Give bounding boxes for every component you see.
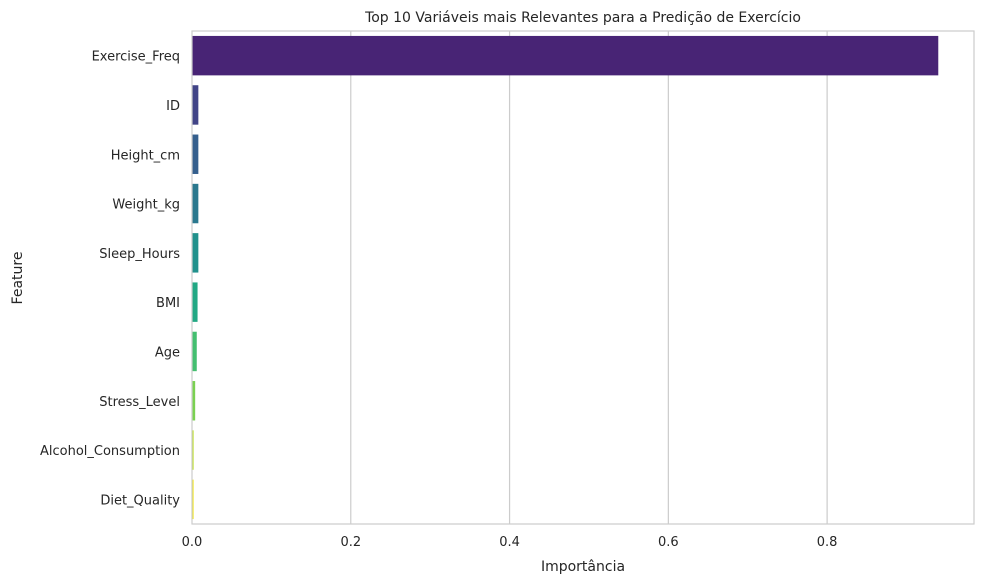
- chart-title: Top 10 Variáveis mais Relevantes para a …: [364, 10, 801, 26]
- bar: [192, 331, 197, 372]
- plot-frame: [191, 30, 975, 525]
- y-tick-labels: Exercise_Freq ID Height_cm Weight_kg Sleep_H…: [40, 50, 180, 509]
- bar: [192, 430, 194, 470]
- bars: [192, 35, 939, 520]
- y-tick-label: Weight_kg: [112, 198, 180, 213]
- y-tick-label: Sleep_Hours: [99, 247, 180, 262]
- bar: [192, 282, 198, 322]
- y-tick-label: Height_cm: [111, 148, 180, 163]
- y-tick-label: Diet_Quality: [100, 493, 180, 508]
- bar: [192, 183, 199, 224]
- x-tick-label: 0.2: [340, 535, 361, 550]
- x-tick-label: 0.8: [817, 535, 838, 550]
- grid-lines: [350, 31, 828, 524]
- bar: [192, 35, 939, 76]
- x-tick-labels: 0.0 0.2 0.4 0.6 0.8: [182, 535, 838, 550]
- y-tick-label: ID: [166, 99, 180, 114]
- y-tick-label: Alcohol_Consumption: [40, 444, 180, 459]
- x-tick-label: 0.6: [658, 535, 679, 550]
- bar: [192, 381, 196, 421]
- x-tick-label: 0.4: [499, 535, 520, 550]
- bar: [192, 233, 199, 273]
- bar: [192, 85, 199, 125]
- bar: [192, 134, 199, 174]
- x-axis-label: Importância: [541, 559, 625, 575]
- bar: [192, 479, 194, 520]
- y-axis-label: Feature: [10, 252, 26, 305]
- y-tick-label: Exercise_Freq: [92, 50, 180, 65]
- y-tick-label: BMI: [156, 296, 180, 311]
- y-tick-label: Stress_Level: [99, 395, 180, 410]
- y-tick-label: Age: [155, 345, 180, 360]
- x-tick-label: 0.0: [182, 535, 203, 550]
